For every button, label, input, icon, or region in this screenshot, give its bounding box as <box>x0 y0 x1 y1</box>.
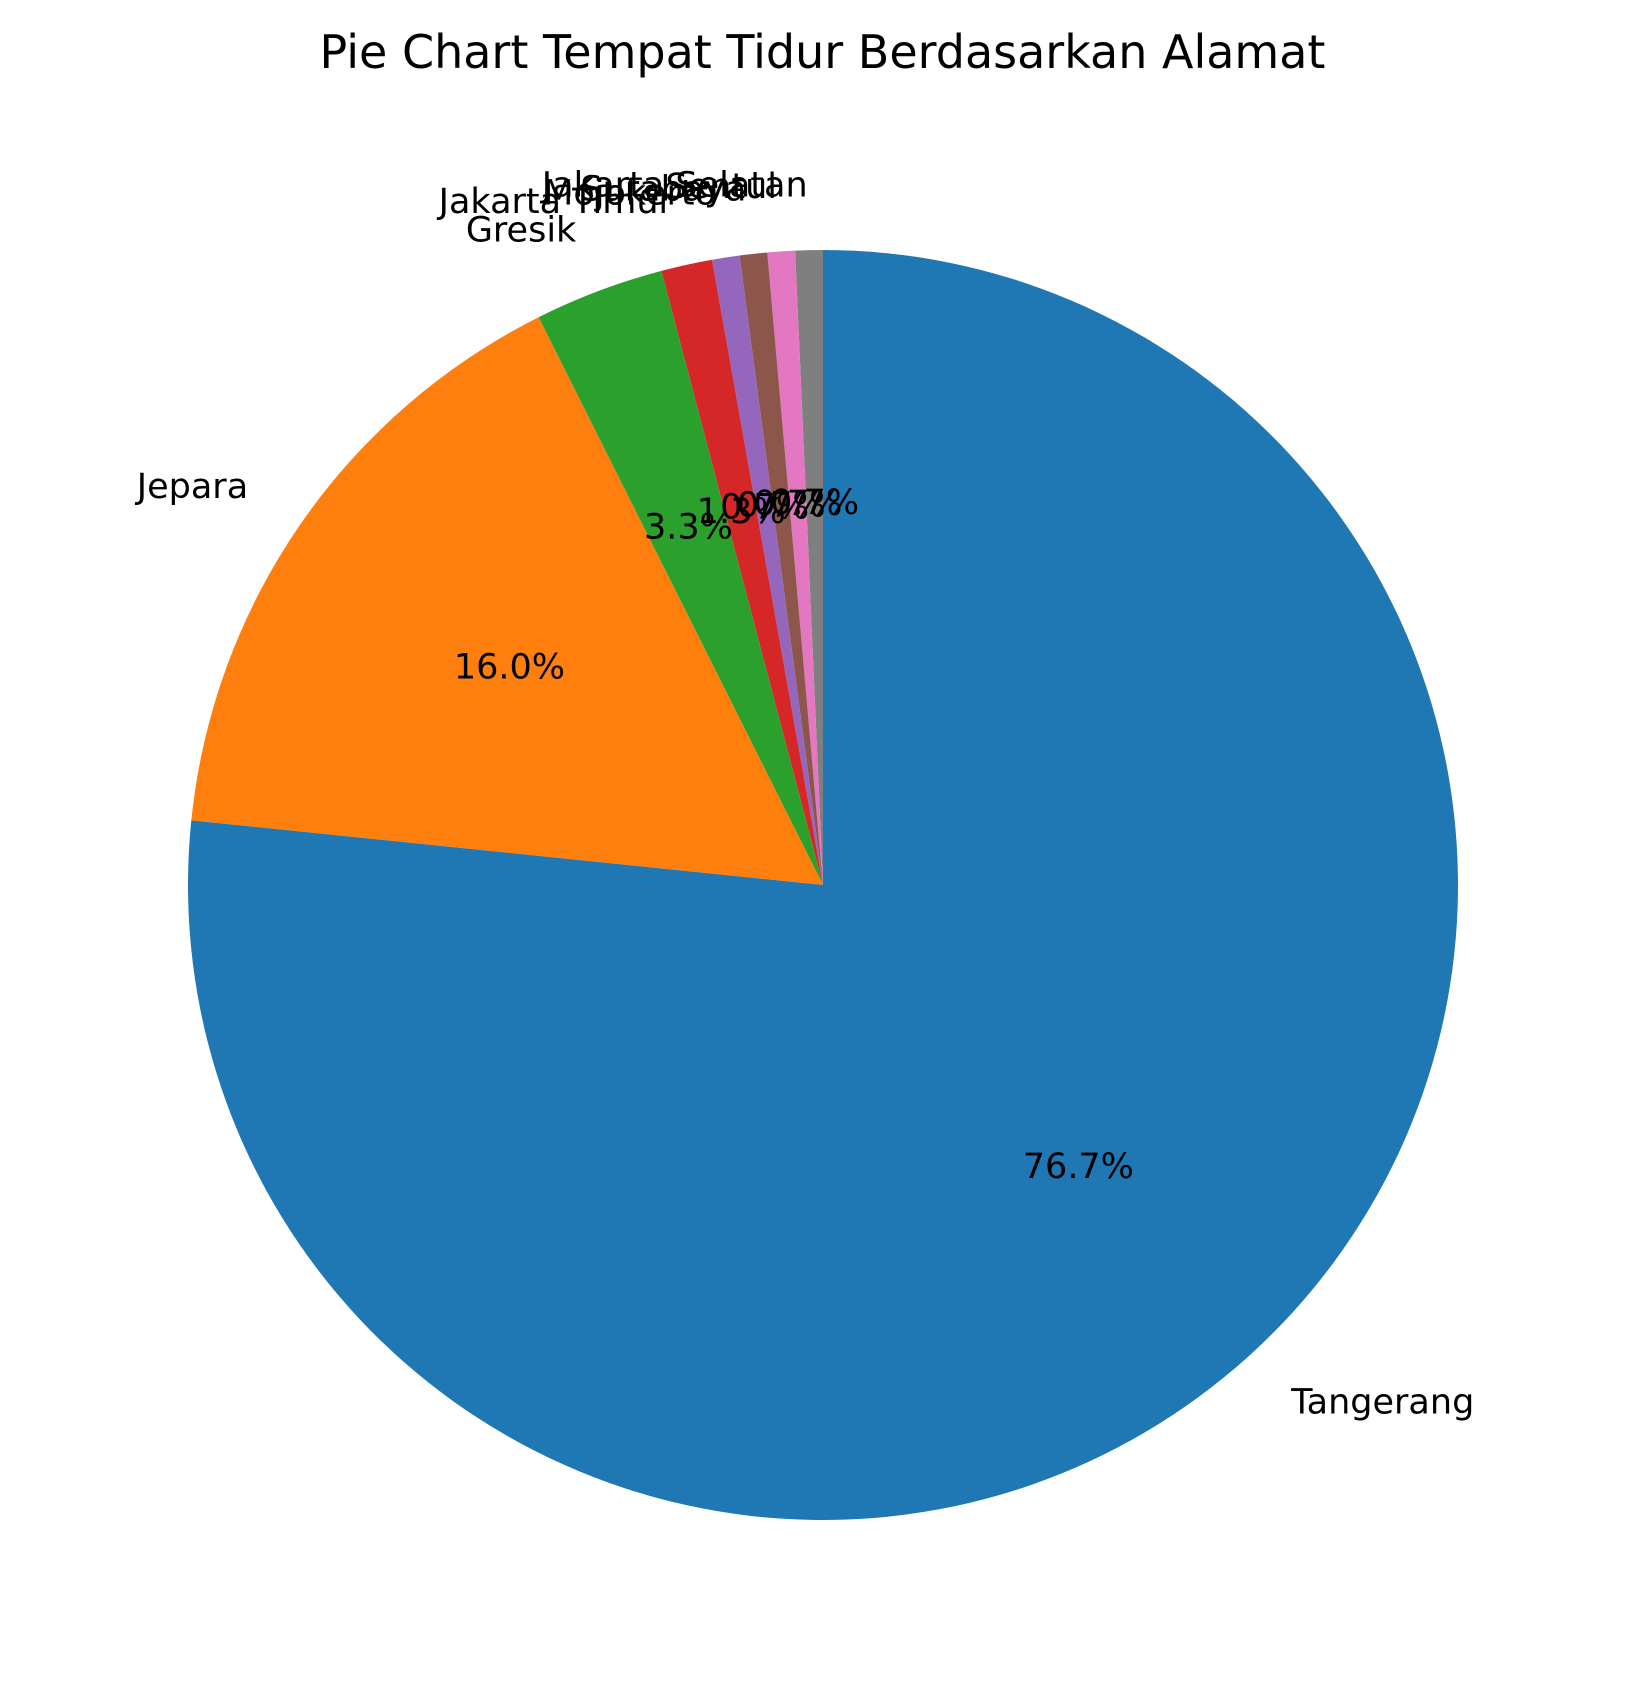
chart-title: Pie Chart Tempat Tidur Berdasarkan Alama… <box>319 25 1326 79</box>
slice-label-jakarta-timur: Jakarta Timur <box>437 182 674 222</box>
pie-labels: Jakarta Selatan 0.7% Sentul 0.7% Surabaya 0.7… <box>135 166 1475 1423</box>
pie-slice-tangerang <box>187 250 1458 1520</box>
pie-slice-jakarta-timur <box>661 259 823 886</box>
pct-label-gresik: 3.3% <box>644 508 733 548</box>
pie-slice-gresik <box>538 270 823 885</box>
pct-label-jakarta-timur: 1.3% <box>697 492 786 532</box>
pct-label-tangerang: 76.7% <box>1023 1147 1134 1187</box>
slice-label-jakarta-selatan: Jakarta Selatan <box>540 166 808 206</box>
pct-label-sentul: 0.7% <box>753 484 842 524</box>
pct-label-jepara: 16.0% <box>454 648 565 688</box>
slice-label-mojokerto: Mojokerto <box>543 174 716 214</box>
pie-slice-jepara <box>191 317 823 885</box>
slice-label-gresik: Gresik <box>466 211 577 251</box>
pct-label-surabaya: 0.7% <box>737 485 826 525</box>
slice-label-tangerang: Tangerang <box>1290 1382 1474 1422</box>
pie-slice-surabaya <box>739 252 823 885</box>
pie-slice-mojokerto <box>711 255 823 885</box>
slice-label-sentul: Sentul <box>665 167 777 207</box>
slice-label-jepara: Jepara <box>135 467 248 507</box>
pie-slice-jakarta-selatan <box>795 250 823 885</box>
slice-label-surabaya: Surabaya <box>580 170 746 210</box>
pct-label-mojokerto: 0.7% <box>720 487 809 527</box>
pct-label-jakarta-selatan: 0.7% <box>770 483 859 523</box>
pie-slices <box>187 250 1458 1520</box>
pie-slice-sentul <box>767 250 823 885</box>
